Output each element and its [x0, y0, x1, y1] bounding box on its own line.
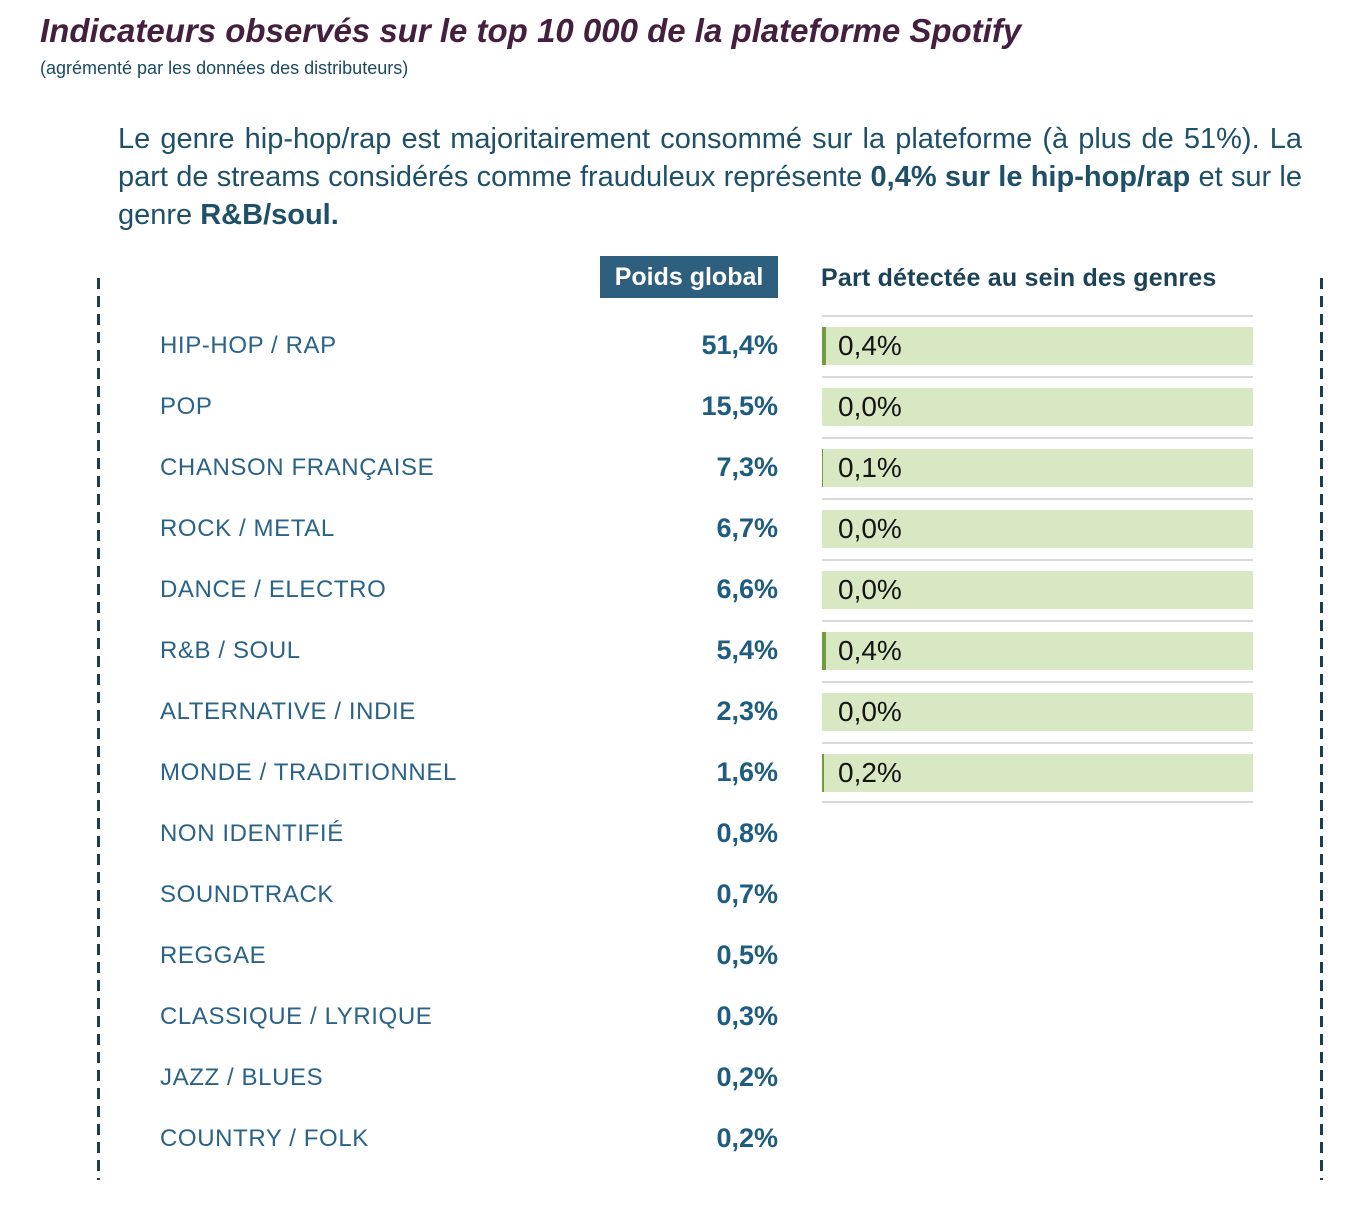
detection-bar: 0,4%	[822, 632, 1253, 670]
detection-bar: 0,0%	[822, 571, 1253, 609]
detection-bar: 0,0%	[822, 510, 1253, 548]
detection-bar-label: 0,0%	[838, 574, 902, 605]
table-row: REGGAE 0,5%	[97, 925, 1323, 986]
table-row: CHANSON FRANÇAISE 7,3% 0,1%	[97, 437, 1323, 498]
genre-label: NON IDENTIFIÉ	[160, 820, 344, 847]
bar-cell	[822, 1108, 1253, 1169]
table-row: POP 15,5% 0,0%	[97, 376, 1323, 437]
page-subtitle: (agrémenté par les données des distribut…	[40, 58, 409, 78]
genre-table-body: HIP-HOP / RAP 51,4% 0,4% POP 15,5% 0,0%	[97, 315, 1323, 1169]
genre-label: R&B / SOUL	[160, 637, 301, 664]
detection-bar-label: 0,4%	[838, 330, 902, 361]
genre-label: SOUNDTRACK	[160, 881, 335, 908]
genre-label: CHANSON FRANÇAISE	[160, 454, 435, 481]
intro-bold-1: 0,4% sur le hip-hop/rap	[870, 161, 1191, 193]
bar-cell: 0,0%	[822, 559, 1253, 620]
table-row: R&B / SOUL 5,4% 0,4%	[97, 620, 1323, 681]
genre-label: HIP-HOP / RAP	[160, 332, 337, 359]
poids-global-value: 6,7%	[716, 513, 778, 543]
genre-label: COUNTRY / FOLK	[160, 1125, 369, 1152]
genre-label: JAZZ / BLUES	[160, 1064, 324, 1091]
poids-global-value: 0,2%	[716, 1123, 778, 1153]
poids-global-value: 0,5%	[716, 940, 778, 970]
poids-global-value: 6,6%	[716, 574, 778, 604]
detection-bar: 0,0%	[822, 693, 1253, 731]
poids-global-value: 2,3%	[716, 696, 778, 726]
intro-bold-2: R&B/soul.	[200, 199, 339, 231]
genre-label: DANCE / ELECTRO	[160, 576, 387, 603]
table-row: COUNTRY / FOLK 0,2%	[97, 1108, 1323, 1169]
detection-bar-label: 0,4%	[838, 635, 902, 666]
detection-bar: 0,1%	[822, 449, 1253, 487]
detection-bar-fill	[822, 449, 823, 487]
detection-bar: 0,2%	[822, 754, 1253, 792]
intro-paragraph: Le genre hip-hop/rap est majoritairement…	[118, 120, 1302, 234]
genre-label: POP	[160, 393, 213, 420]
column-header-poids-global: Poids global	[600, 256, 778, 298]
bar-cell: 0,4%	[822, 620, 1253, 681]
poids-global-value: 0,7%	[716, 879, 778, 909]
detection-bar-label: 0,1%	[838, 452, 902, 483]
detection-bar: 0,4%	[822, 327, 1253, 365]
bar-cell: 0,1%	[822, 437, 1253, 498]
bar-cell	[822, 986, 1253, 1047]
bar-cell	[822, 864, 1253, 925]
bar-cell: 0,0%	[822, 681, 1253, 742]
poids-global-value: 15,5%	[701, 391, 778, 421]
table-row: MONDE / TRADITIONNEL 1,6% 0,2%	[97, 742, 1323, 803]
genre-label: ALTERNATIVE / INDIE	[160, 698, 416, 725]
table-row: DANCE / ELECTRO 6,6% 0,0%	[97, 559, 1323, 620]
table-row: NON IDENTIFIÉ 0,8%	[97, 803, 1323, 864]
bar-cell: 0,0%	[822, 498, 1253, 559]
right-dashed-rule	[1320, 278, 1323, 1180]
detection-bar: 0,0%	[822, 388, 1253, 426]
table-row: CLASSIQUE / LYRIQUE 0,3%	[97, 986, 1323, 1047]
bar-cell: 0,2%	[822, 742, 1253, 803]
bar-cell	[822, 803, 1253, 864]
detection-bar-label: 0,0%	[838, 391, 902, 422]
genre-label: ROCK / METAL	[160, 515, 335, 542]
detection-bar-fill	[822, 327, 826, 365]
bar-cell	[822, 925, 1253, 986]
poids-global-value: 51,4%	[701, 330, 778, 360]
intro-text-1: Le genre hip-hop/rap est majoritairement…	[118, 123, 1302, 193]
bar-cell: 0,0%	[822, 376, 1253, 437]
detection-bar-fill	[822, 754, 824, 792]
poids-global-value: 0,8%	[716, 818, 778, 848]
poids-global-value: 1,6%	[716, 757, 778, 787]
bar-cell: 0,4%	[822, 315, 1253, 376]
intro-text-2: et sur le genre	[118, 161, 1302, 231]
genre-label: REGGAE	[160, 942, 267, 969]
table-row: ROCK / METAL 6,7% 0,0%	[97, 498, 1323, 559]
bar-cell	[822, 1047, 1253, 1108]
column-header-part-detectee: Part détectée au sein des genres	[821, 264, 1217, 292]
detection-bar-label: 0,0%	[838, 696, 902, 727]
detection-bar-label: 0,2%	[838, 757, 902, 788]
detection-bar-fill	[822, 632, 826, 670]
poids-global-value: 0,3%	[716, 1001, 778, 1031]
poids-global-value: 7,3%	[716, 452, 778, 482]
table-row: SOUNDTRACK 0,7%	[97, 864, 1323, 925]
poids-global-value: 5,4%	[716, 635, 778, 665]
poids-global-value: 0,2%	[716, 1062, 778, 1092]
detection-bar-label: 0,0%	[838, 513, 902, 544]
genre-label: MONDE / TRADITIONNEL	[160, 759, 457, 786]
table-row: HIP-HOP / RAP 51,4% 0,4%	[97, 315, 1323, 376]
left-dashed-rule	[97, 278, 100, 1180]
table-row: JAZZ / BLUES 0,2%	[97, 1047, 1323, 1108]
genre-label: CLASSIQUE / LYRIQUE	[160, 1003, 433, 1030]
page-title: Indicateurs observés sur le top 10 000 d…	[40, 12, 1022, 49]
table-row: ALTERNATIVE / INDIE 2,3% 0,0%	[97, 681, 1323, 742]
